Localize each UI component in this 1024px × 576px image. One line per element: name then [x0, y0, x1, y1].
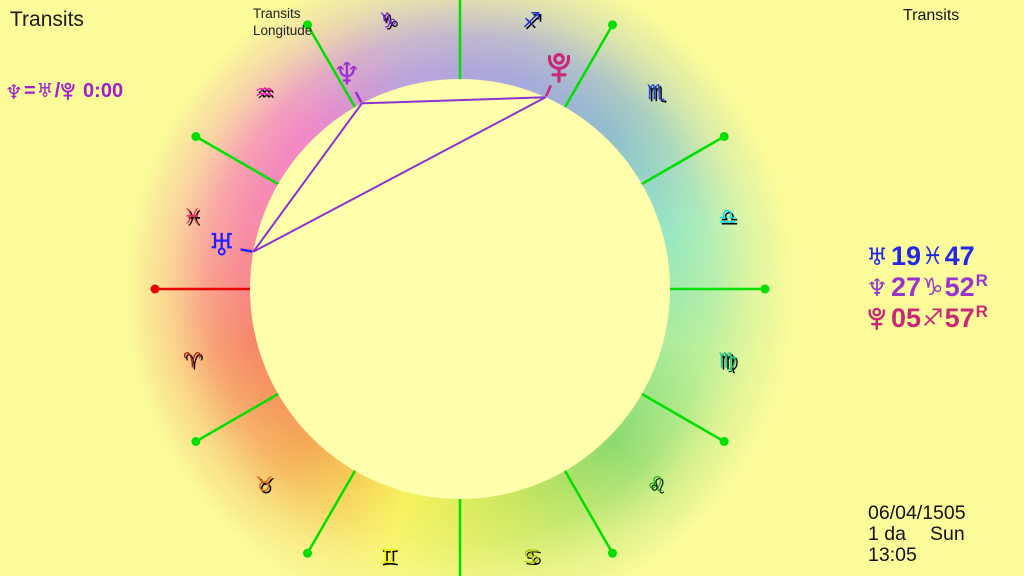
sign-boundary-virgo-line [641, 392, 725, 443]
pisces-icon: ♓ [922, 242, 944, 270]
weekday: Sun [930, 523, 965, 545]
sign-boundary-taurus-dot [191, 437, 201, 446]
chart-day-row: 1 da Sun [868, 524, 966, 545]
position-minutes: 47 [944, 241, 975, 271]
aries-axis-dot [150, 284, 160, 294]
position-minutes: 57 [944, 303, 975, 333]
neptune-icon-cell: ♆ [863, 276, 891, 300]
chart-title-right: Transits [903, 7, 960, 24]
chart-mode-line1: Transits [253, 6, 301, 21]
sign-boundary-gemini-line [306, 470, 357, 554]
sign-boundary-aquarius-line [306, 24, 357, 108]
chart-date: 06/04/1505 [868, 502, 966, 524]
position-row-pluto: 05 ♐ 57 R [863, 303, 988, 334]
sign-boundary-sagittarius-line [563, 24, 614, 108]
planet-positions-panel: ♅ 19 ♓ 47 ♆ 27 ♑ 52 R 05 ♐ 57 R [863, 241, 988, 334]
sign-boundary-pisces-line [195, 135, 279, 186]
uranus-icon: ♅ [36, 80, 54, 102]
planet-tick-pluto [544, 84, 553, 97]
pluto-icon-cell [863, 307, 891, 331]
aspect-line-uranus-pluto [252, 96, 547, 253]
aspect-line-uranus-neptune [252, 102, 363, 253]
formula-slash: / [54, 80, 61, 102]
capricorn-icon: ♑ [922, 273, 944, 301]
neptune-icon: ♆ [866, 273, 888, 302]
neptune-icon: ♆ [5, 79, 23, 104]
midpoint-formula: ♆ = ♅/ 0:00 [5, 80, 123, 103]
position-degrees: 05 [891, 303, 922, 333]
sign-boundary-virgo-dot [719, 437, 729, 446]
window-title: Transits [10, 8, 84, 31]
position-degrees: 19 [891, 241, 922, 271]
chart-mode-label: Transits Longitude [253, 5, 312, 39]
uranus-icon-cell: ♅ [863, 245, 891, 269]
chart-inner-disc [250, 79, 670, 499]
uranus-icon: ♅ [866, 242, 888, 271]
aspect-line-neptune-pluto [361, 96, 546, 105]
sagittarius-icon: ♐ [922, 304, 944, 332]
sign-boundary-leo-line [563, 470, 614, 554]
position-degrees: 27 [891, 272, 922, 302]
sign-boundary-scorpio-line [641, 135, 725, 186]
sign-boundary-taurus-line [195, 392, 279, 443]
datetime-panel: 06/04/1505 1 da Sun 13:05 [868, 503, 966, 566]
sign-boundary-aquarius-dot [303, 20, 312, 30]
elapsed-days: 1 da [868, 523, 906, 545]
position-minutes: 52 [944, 272, 975, 302]
pluto-icon [868, 307, 886, 330]
planet-tick-uranus [240, 248, 253, 253]
sign-boundary-pisces-dot [191, 132, 201, 141]
sign-boundary-sagittarius-dot [608, 20, 617, 30]
formula-equals: = [23, 80, 36, 102]
sign-boundary-gemini-dot [303, 548, 312, 558]
sign-boundary-scorpio-dot [719, 132, 729, 141]
position-row-uranus: ♅ 19 ♓ 47 [863, 241, 988, 272]
chart-time: 13:05 [868, 544, 917, 566]
formula-orb: 0:00 [83, 80, 124, 102]
sign-boundary-leo-dot [608, 548, 617, 558]
planet-tick-neptune [354, 91, 363, 104]
sign-boundary-libra-dot [760, 284, 770, 294]
chart-mode-line2: Longitude [253, 23, 313, 38]
position-row-neptune: ♆ 27 ♑ 52 R [863, 272, 988, 303]
pluto-icon [61, 82, 75, 101]
